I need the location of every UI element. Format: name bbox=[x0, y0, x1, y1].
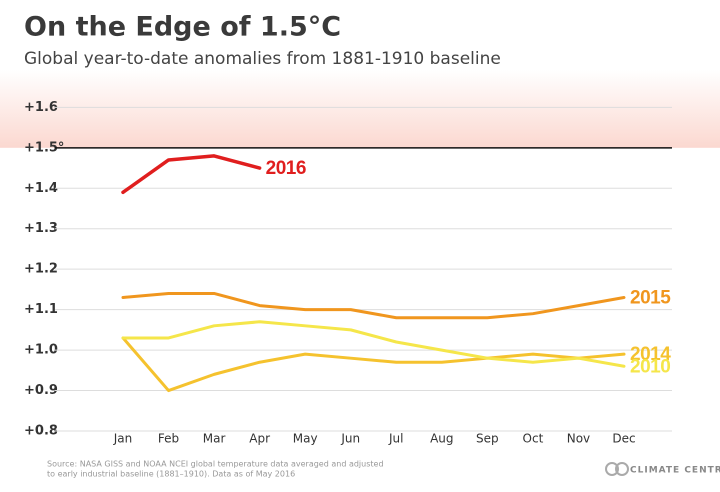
x-tick-label: Nov bbox=[567, 432, 590, 446]
x-tick-label: Aug bbox=[430, 432, 453, 446]
y-tick-label: +1.2 bbox=[24, 262, 58, 277]
source: to early industrial baseline (1881–1910)… bbox=[47, 470, 295, 479]
y-tick-label: +1.1 bbox=[24, 302, 58, 317]
x-tick-label: Mar bbox=[203, 432, 226, 446]
logo: CLIMATE CENTRAL bbox=[630, 466, 720, 476]
logo-icon bbox=[605, 462, 629, 476]
x-tick-label: Jan bbox=[113, 432, 133, 446]
x-tick-label: Oct bbox=[523, 432, 544, 446]
series-label: 2016 bbox=[266, 158, 306, 179]
series-label: 2010 bbox=[630, 356, 670, 377]
chart-title: On the Edge of 1.5°C bbox=[24, 12, 341, 43]
series-line bbox=[121, 154, 262, 195]
y-tick-label: +1.6 bbox=[24, 100, 58, 115]
series-line bbox=[121, 336, 626, 393]
x-tick-label: Jul bbox=[388, 432, 403, 446]
threshold-zone bbox=[0, 70, 720, 148]
series-line bbox=[121, 320, 626, 368]
y-tick-label: +1.0 bbox=[24, 343, 58, 358]
x-tick-label: Dec bbox=[612, 432, 635, 446]
x-tick-label: Sep bbox=[476, 432, 499, 446]
y-tick-label: +1.4 bbox=[24, 181, 58, 196]
source: Source: NASA GISS and NOAA NCEI global t… bbox=[47, 460, 384, 469]
series-line bbox=[121, 291, 626, 320]
series-label: 2014 bbox=[630, 344, 671, 365]
chart-subtitle: Global year-to-date anomalies from 1881-… bbox=[24, 49, 501, 69]
y-tick-label: +1.5° bbox=[24, 140, 64, 155]
x-tick-label: May bbox=[293, 432, 318, 446]
y-tick-label: +1.3 bbox=[24, 221, 58, 236]
y-tick-label: +0.9 bbox=[24, 383, 58, 398]
x-tick-label: Apr bbox=[249, 432, 270, 446]
series-label: 2015 bbox=[630, 288, 671, 309]
y-tick-label: +0.8 bbox=[24, 424, 58, 439]
x-tick-label: Jun bbox=[340, 432, 360, 446]
x-tick-label: Feb bbox=[158, 432, 179, 446]
